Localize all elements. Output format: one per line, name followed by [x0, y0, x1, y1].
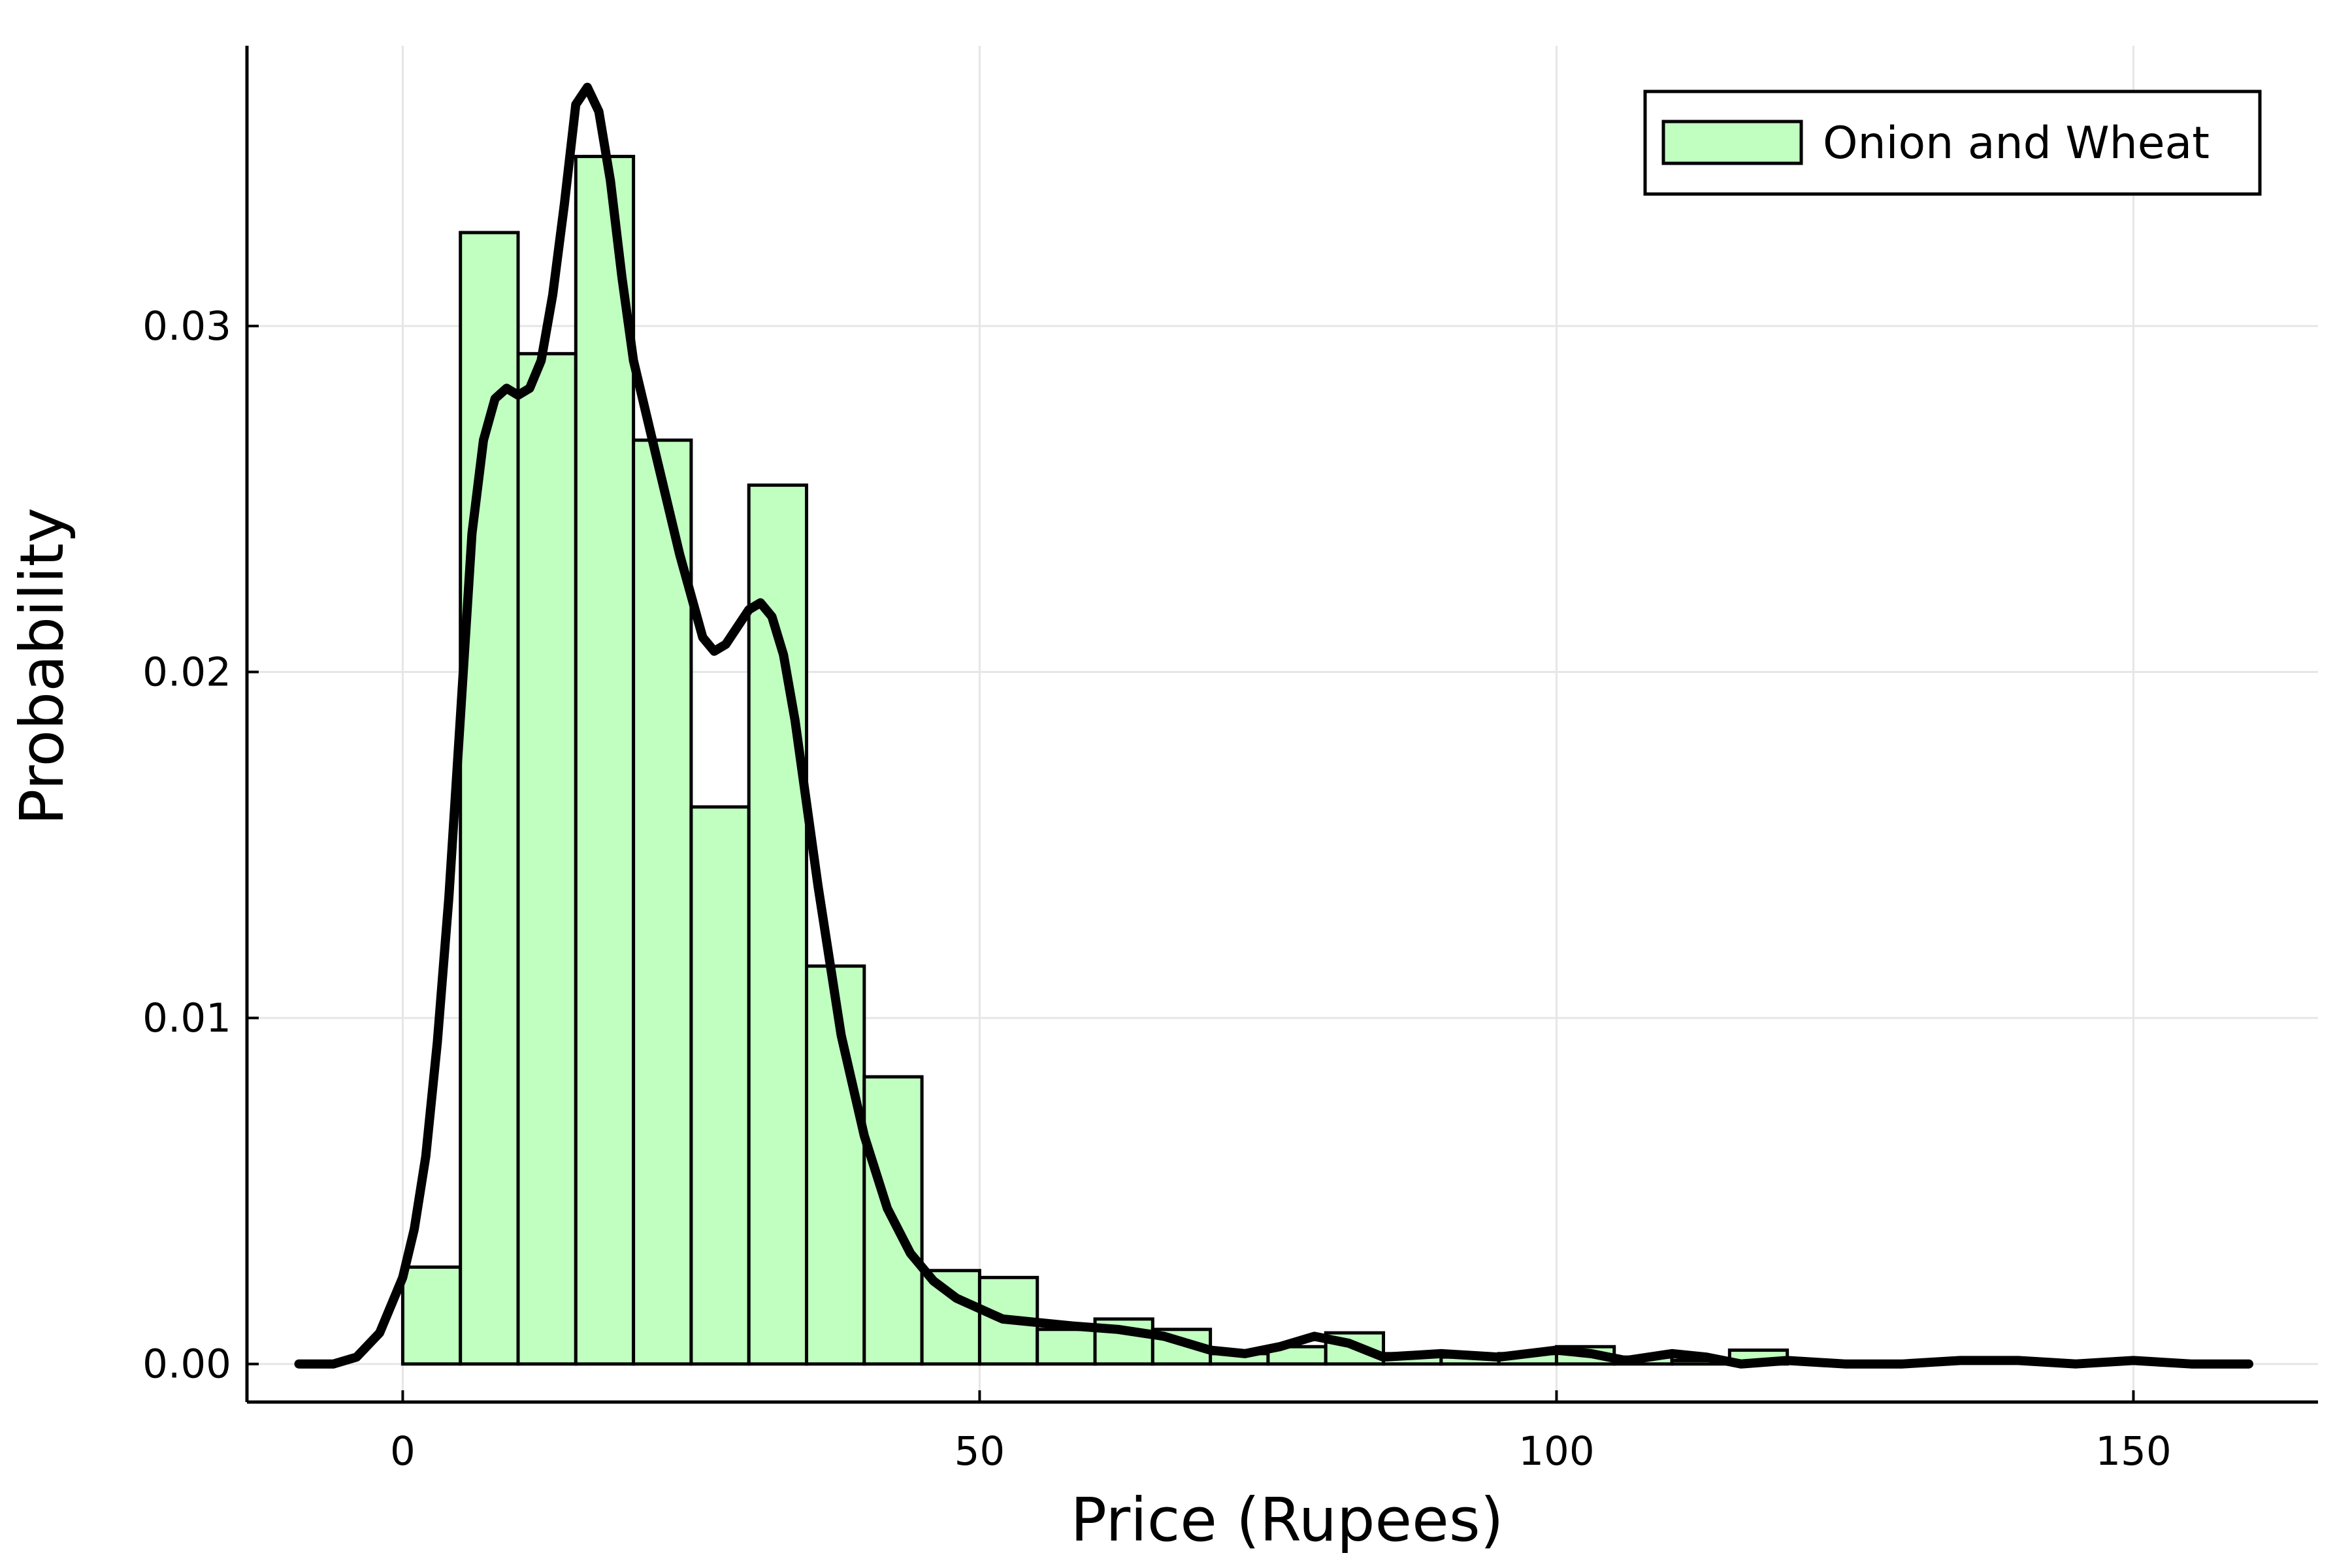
- histogram-bar: [516, 351, 578, 1366]
- x-tick-label: 0: [390, 1428, 416, 1475]
- density-line: [294, 82, 2253, 1369]
- histogram-bar: [632, 438, 693, 1366]
- legend: Onion and Wheat: [1643, 90, 2262, 196]
- histogram-bar: [574, 154, 636, 1366]
- x-tick-label: 100: [1518, 1428, 1594, 1475]
- y-tick-label: 0.02: [142, 649, 231, 696]
- legend-swatch: [1661, 120, 1803, 165]
- histogram-bar: [459, 231, 520, 1366]
- histogram-bar: [400, 1265, 463, 1366]
- histogram-bar: [1036, 1328, 1097, 1366]
- histogram-bar: [689, 805, 751, 1366]
- y-tick-label: 0.00: [142, 1341, 231, 1388]
- axes: [245, 46, 2318, 1404]
- y-tick-label: 0.03: [142, 303, 231, 350]
- x-tick-label: 50: [955, 1428, 1005, 1475]
- histogram-bar: [747, 483, 809, 1366]
- x-axis-ticks: 0 50 100 150: [390, 1390, 2172, 1475]
- legend-label: Onion and Wheat: [1823, 118, 2210, 169]
- y-tick-label: 0.01: [142, 995, 231, 1041]
- x-axis-title: Price (Rupees): [1070, 1485, 1503, 1555]
- x-tick-label: 150: [2095, 1428, 2171, 1475]
- histogram-bar: [920, 1269, 981, 1366]
- density-curve: [294, 82, 2253, 1369]
- y-axis-ticks: 0.00 0.01 0.02 0.03: [142, 303, 259, 1388]
- y-axis-title: Probability: [7, 508, 77, 825]
- histogram-bars: [400, 154, 1789, 1366]
